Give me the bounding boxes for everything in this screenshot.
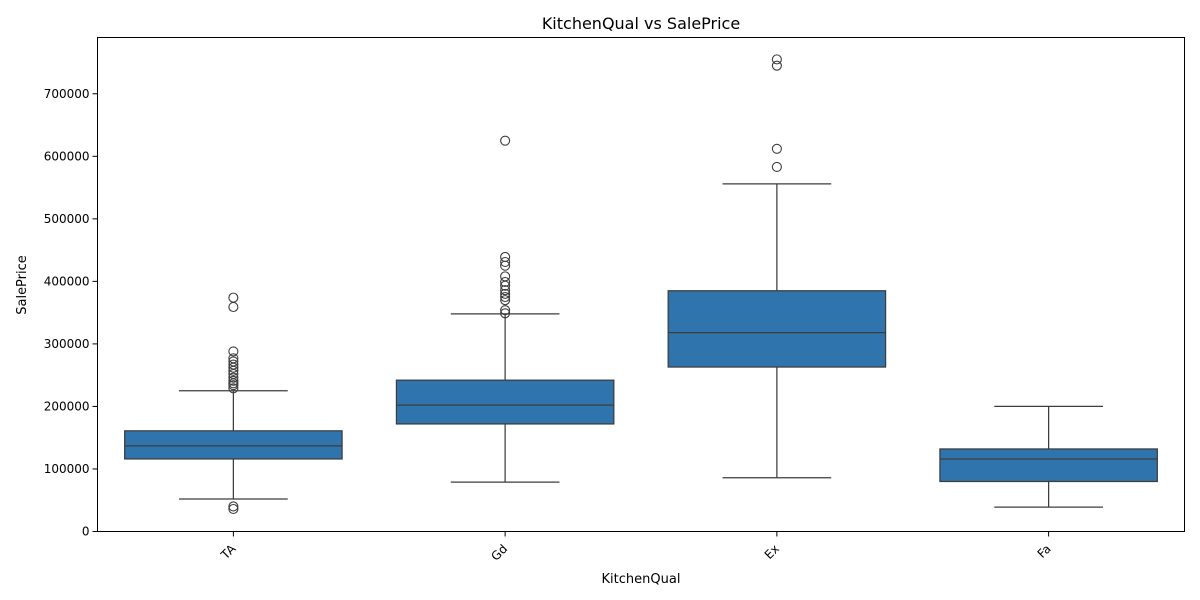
- box-ta: [124, 292, 343, 515]
- y-tick-label: 200000: [44, 399, 90, 413]
- x-tick-label: Gd: [488, 542, 510, 564]
- y-axis: 0 100000 200000 300000 400000 500000 600000 700…: [44, 87, 98, 539]
- outlier-point: [500, 285, 511, 296]
- outlier-point: [228, 372, 239, 383]
- plot-frame: [97, 37, 1185, 532]
- outlier-point: [500, 288, 511, 299]
- outlier-point: [500, 260, 511, 271]
- y-tick-label: 500000: [44, 212, 90, 226]
- x-tick-label: Fa: [1035, 542, 1054, 561]
- outlier-point: [228, 362, 239, 373]
- iqr-box: [124, 430, 343, 460]
- iqr-box: [939, 448, 1158, 483]
- outlier-point: [771, 143, 782, 154]
- outlier-point: [771, 54, 782, 65]
- outlier-point: [500, 308, 511, 319]
- outlier-point: [228, 301, 239, 313]
- y-tick-label: 0: [82, 525, 90, 539]
- outlier-point: [228, 503, 239, 515]
- box-fa: [939, 405, 1158, 508]
- y-tick-label: 700000: [44, 87, 90, 101]
- iqr-box: [667, 290, 887, 368]
- x-tick-label: TA: [218, 541, 239, 562]
- y-tick-label: 300000: [44, 337, 90, 351]
- outlier-point: [771, 161, 782, 172]
- y-axis-label: SalePrice: [15, 255, 30, 315]
- y-tick-label: 100000: [44, 462, 90, 476]
- outlier-point: [771, 60, 782, 71]
- outlier-point: [228, 375, 239, 386]
- outlier-point: [500, 305, 511, 316]
- outlier-point: [500, 295, 511, 306]
- x-tick-label: Ex: [762, 542, 782, 562]
- outlier-point: [500, 280, 511, 291]
- outlier-point: [228, 380, 239, 391]
- outlier-point: [500, 291, 511, 303]
- outlier-point: [500, 256, 511, 268]
- iqr-box: [395, 379, 615, 425]
- outlier-point: [228, 346, 239, 357]
- outlier-point: [228, 501, 239, 512]
- box-gd: [395, 135, 615, 483]
- y-tick-label: 400000: [44, 274, 90, 288]
- x-axis: TA Gd Ex Fa: [218, 531, 1054, 564]
- y-tick-label: 600000: [44, 149, 90, 163]
- x-axis-label: KitchenQual: [602, 572, 681, 587]
- box-ex: [667, 54, 887, 479]
- outlier-point: [228, 383, 239, 394]
- outlier-point: [228, 292, 239, 303]
- outlier-point: [228, 365, 239, 376]
- boxes-group: [124, 54, 1158, 515]
- outlier-point: [500, 135, 511, 146]
- chart-title: KitchenQual vs SalePrice: [542, 14, 740, 33]
- outlier-point: [500, 276, 511, 288]
